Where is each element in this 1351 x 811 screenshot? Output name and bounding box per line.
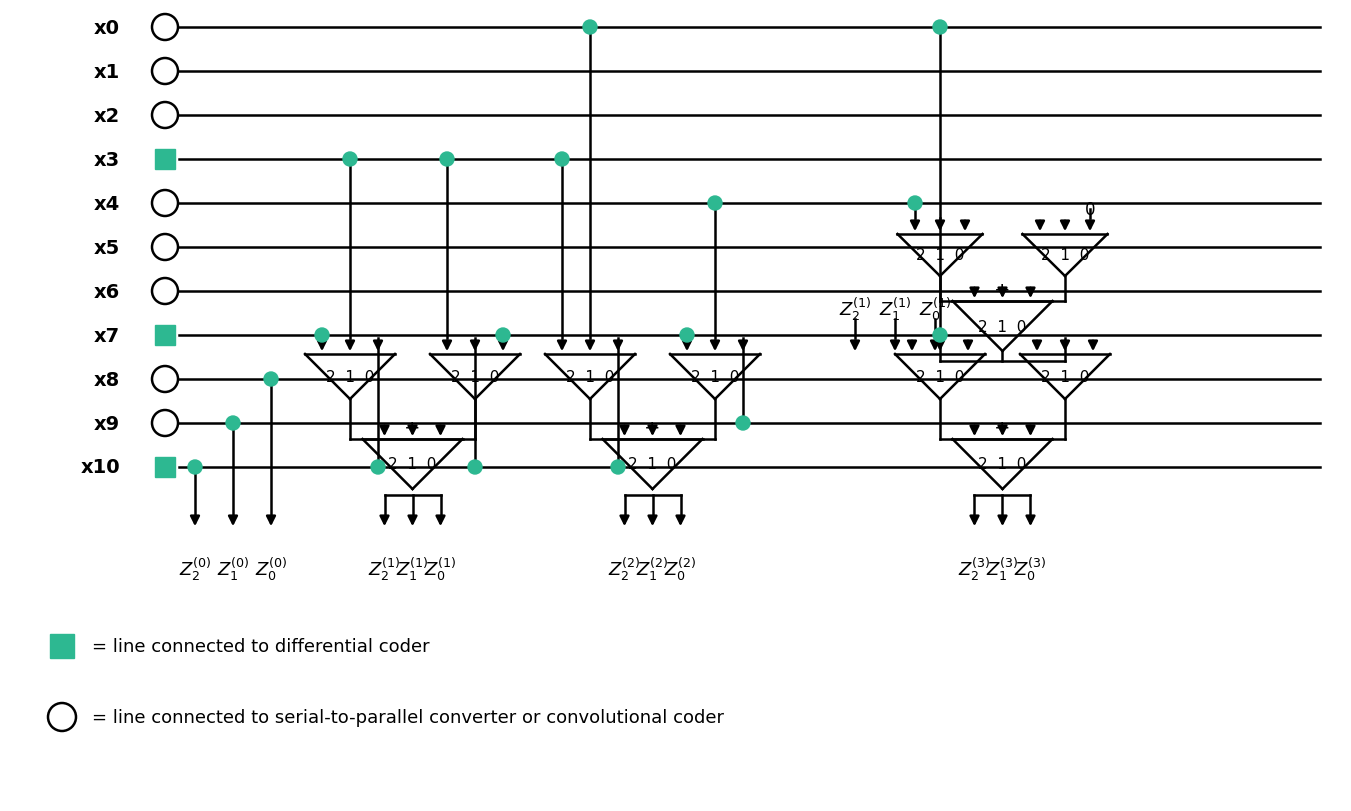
Bar (155, 325, 176, 345)
Text: x1: x1 (93, 62, 120, 81)
Text: $Z_0^{(0)}$: $Z_0^{(0)}$ (254, 556, 288, 583)
Text: $Z_1^{(0)}$: $Z_1^{(0)}$ (216, 556, 250, 583)
Circle shape (153, 279, 178, 305)
Circle shape (226, 417, 240, 431)
Text: = line connected to differential coder: = line connected to differential coder (92, 637, 430, 655)
Circle shape (188, 461, 203, 474)
Text: $Z_1^{(1)}$: $Z_1^{(1)}$ (878, 296, 912, 323)
Circle shape (496, 328, 509, 342)
Circle shape (153, 191, 178, 217)
Circle shape (908, 197, 921, 211)
Text: x8: x8 (93, 370, 120, 389)
Circle shape (49, 703, 76, 731)
Text: x5: x5 (93, 238, 120, 257)
Bar (155, 150, 176, 169)
Circle shape (153, 15, 178, 41)
Circle shape (153, 410, 178, 436)
Circle shape (153, 59, 178, 85)
Text: = line connected to serial-to-parallel converter or convolutional coder: = line connected to serial-to-parallel c… (92, 708, 724, 726)
Circle shape (315, 328, 330, 342)
Text: $Z_2^{(3)}$: $Z_2^{(3)}$ (958, 556, 990, 583)
Circle shape (440, 152, 454, 167)
Text: 0: 0 (1085, 201, 1096, 219)
Text: 2  1  0: 2 1 0 (1040, 370, 1089, 384)
Circle shape (153, 234, 178, 260)
Text: x3: x3 (93, 150, 120, 169)
Text: 2  1  0: 2 1 0 (326, 370, 374, 384)
Text: $Z_1^{(1)}$: $Z_1^{(1)}$ (396, 556, 428, 583)
Text: $Z_0^{(1)}$: $Z_0^{(1)}$ (919, 296, 951, 323)
Circle shape (153, 367, 178, 393)
Text: $Z_0^{(1)}$: $Z_0^{(1)}$ (424, 556, 457, 583)
Text: x2: x2 (93, 106, 120, 126)
Text: $Z_0^{(2)}$: $Z_0^{(2)}$ (665, 556, 697, 583)
Text: $Z_2^{(1)}$: $Z_2^{(1)}$ (839, 296, 871, 323)
Circle shape (584, 21, 597, 35)
Bar (155, 457, 176, 478)
Text: +: + (404, 418, 420, 437)
Text: 2  1  0: 2 1 0 (978, 457, 1027, 472)
Text: x0: x0 (95, 19, 120, 37)
Text: $Z_2^{(1)}$: $Z_2^{(1)}$ (367, 556, 401, 583)
Text: x6: x6 (93, 282, 120, 301)
Text: x10: x10 (80, 458, 120, 477)
Text: $Z_2^{(0)}$: $Z_2^{(0)}$ (178, 556, 211, 583)
Text: x9: x9 (93, 414, 120, 433)
Text: 2  1  0: 2 1 0 (916, 370, 965, 384)
Circle shape (611, 461, 626, 474)
Text: 2  1  0: 2 1 0 (978, 319, 1027, 334)
Circle shape (263, 372, 278, 387)
Text: 2  1  0: 2 1 0 (1040, 248, 1089, 264)
Circle shape (934, 21, 947, 35)
Circle shape (555, 152, 569, 167)
Text: x4: x4 (93, 195, 120, 213)
Text: 2  1  0: 2 1 0 (566, 370, 615, 384)
Text: $Z_0^{(3)}$: $Z_0^{(3)}$ (1015, 556, 1047, 583)
Text: $Z_2^{(2)}$: $Z_2^{(2)}$ (608, 556, 640, 583)
Circle shape (153, 103, 178, 129)
Circle shape (467, 461, 482, 474)
Circle shape (708, 197, 721, 211)
Text: x7: x7 (93, 326, 120, 345)
Circle shape (736, 417, 750, 431)
Circle shape (934, 328, 947, 342)
Circle shape (343, 152, 357, 167)
Text: $Z_1^{(2)}$: $Z_1^{(2)}$ (636, 556, 669, 583)
Text: +: + (994, 280, 1011, 299)
Text: 2  1  0: 2 1 0 (451, 370, 499, 384)
Circle shape (372, 461, 385, 474)
Text: 2  1  0: 2 1 0 (628, 457, 677, 472)
Text: $Z_1^{(3)}$: $Z_1^{(3)}$ (986, 556, 1019, 583)
Text: +: + (644, 418, 661, 437)
Text: +: + (994, 418, 1011, 437)
Text: 2  1  0: 2 1 0 (690, 370, 739, 384)
Text: 2  1  0: 2 1 0 (916, 248, 965, 264)
Circle shape (680, 328, 694, 342)
Text: 2  1  0: 2 1 0 (388, 457, 436, 472)
Bar (50, 634, 74, 659)
